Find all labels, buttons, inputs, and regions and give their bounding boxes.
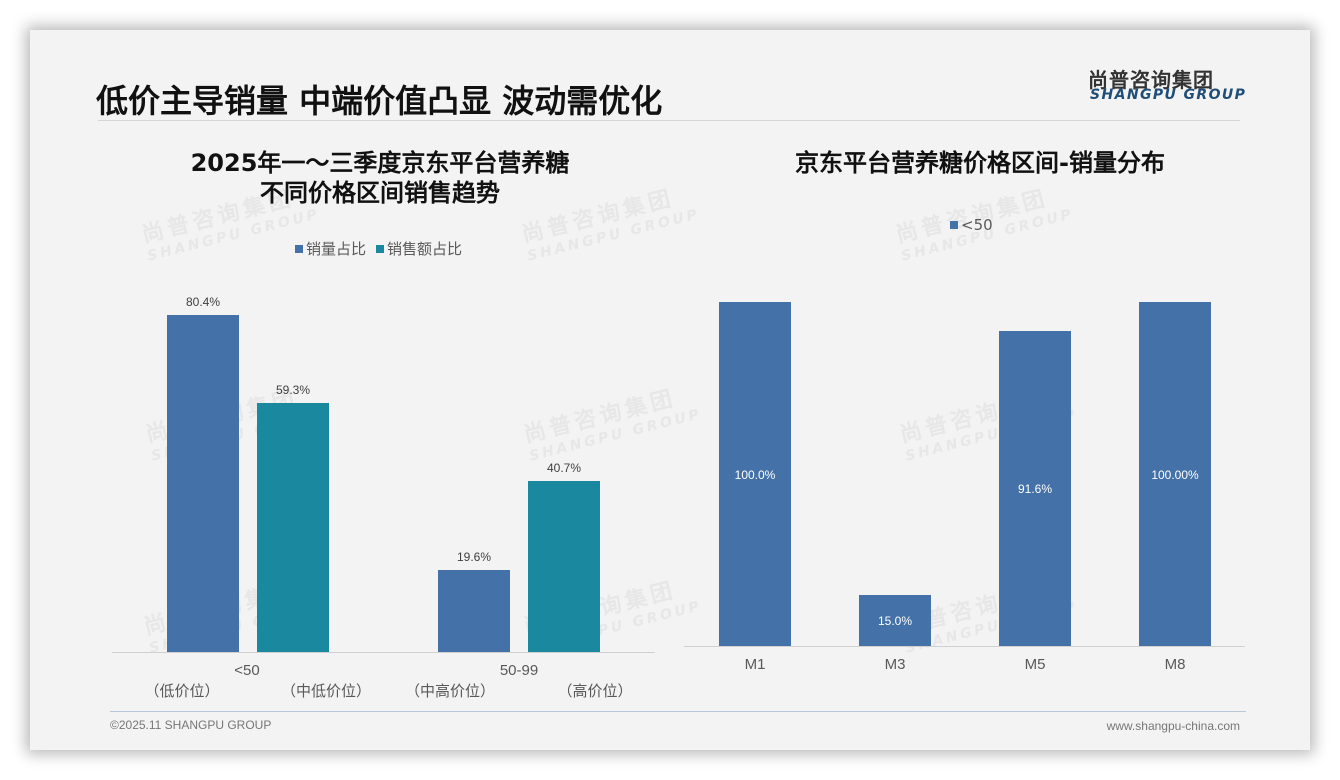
data-label: 91.6% — [1017, 482, 1053, 496]
x-sub-label: （低价位） — [144, 682, 220, 700]
legend-item-lt50: <50 — [950, 216, 993, 234]
left-chart-legend: 销量占比 销售额占比 — [295, 238, 462, 259]
data-label: 40.7% — [546, 461, 582, 475]
bar-lt50-volume — [167, 315, 239, 652]
page-title: 低价主导销量 中端价值凸显 波动需优化 — [96, 82, 663, 120]
bar-m1 — [719, 302, 791, 646]
bar-50-99-revenue — [528, 481, 600, 652]
footer-divider — [110, 711, 1246, 712]
x-sub-label: （中低价位） — [280, 682, 371, 700]
legend-label: 销售额占比 — [387, 240, 463, 258]
x-tick-label: M8 — [1164, 656, 1186, 673]
left-chart-title-line2: 不同价格区间销售趋势 — [260, 179, 500, 207]
right-chart-x-axis — [684, 646, 1245, 647]
data-label: 19.6% — [456, 550, 492, 564]
bar-m3 — [859, 595, 931, 646]
data-label: 15.0% — [877, 614, 913, 628]
bar-50-99-volume — [438, 570, 510, 652]
header-divider — [98, 120, 1240, 121]
x-tick-label: M5 — [1024, 656, 1046, 673]
x-tick-label: M3 — [884, 656, 906, 673]
legend-item-volume: 销量占比 — [295, 238, 366, 259]
legend-item-revenue: 销售额占比 — [376, 238, 462, 259]
left-chart-title-line1: 2025年一～三季度京东平台营养糖 — [190, 149, 570, 177]
left-chart-title: 2025年一～三季度京东平台营养糖 不同价格区间销售趋势 — [130, 148, 630, 208]
data-label: 80.4% — [185, 295, 221, 309]
bar-m8 — [1139, 302, 1211, 646]
bar-m5 — [999, 331, 1071, 646]
footer-website-link[interactable]: www.shangpu-china.com — [1106, 719, 1240, 733]
bar-lt50-revenue — [257, 403, 329, 652]
right-chart-legend: <50 — [950, 216, 993, 234]
left-chart-x-axis — [112, 652, 655, 653]
legend-label: 销量占比 — [306, 240, 367, 258]
legend-label: <50 — [961, 216, 993, 234]
legend-swatch-icon — [376, 244, 385, 253]
x-tick-label: 50-99 — [499, 662, 539, 679]
x-sub-label: （高价位） — [557, 682, 633, 700]
data-label: 100.0% — [734, 468, 776, 482]
x-tick-label: M1 — [744, 656, 766, 673]
x-tick-label: <50 — [234, 662, 260, 679]
legend-swatch-icon — [950, 221, 958, 229]
logo-english: SHANGPU GROUP — [1090, 87, 1247, 103]
data-label: 100.00% — [1151, 468, 1199, 482]
data-label: 59.3% — [275, 383, 311, 397]
legend-swatch-icon — [295, 244, 303, 253]
slide: 尚普咨询集团 SHANGPU GROUP 尚普咨询集团 SHANGPU GROUP … — [30, 30, 1310, 750]
logo-chinese: 尚普咨询集团 — [1088, 68, 1214, 92]
x-sub-label: （中高价位） — [404, 682, 495, 700]
right-chart-title: 京东平台营养糖价格区间-销量分布 — [795, 149, 1165, 177]
footer-copyright: ©2025.11 SHANGPU GROUP — [110, 718, 272, 732]
